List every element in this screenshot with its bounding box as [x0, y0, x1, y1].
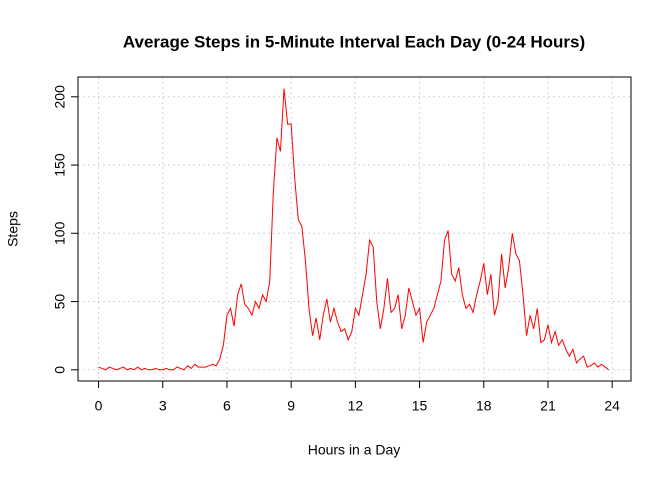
x-tick-label: 21: [540, 398, 556, 414]
x-tick-label: 9: [287, 398, 295, 414]
x-tick-label: 6: [223, 398, 231, 414]
data-line: [98, 88, 609, 371]
y-axis-label: Steps: [5, 211, 21, 247]
plot-frame: [77, 76, 632, 382]
x-tick-label: 15: [412, 398, 428, 414]
chart-title: Average Steps in 5-Minute Interval Each …: [123, 32, 585, 51]
x-tick-label: 12: [348, 398, 364, 414]
x-tick-label: 0: [95, 398, 103, 414]
y-tick-label: 50: [52, 294, 68, 310]
y-tick-label: 100: [52, 221, 68, 245]
x-tick-label: 3: [159, 398, 167, 414]
x-tick-label: 24: [604, 398, 620, 414]
y-tick-label: 0: [52, 366, 68, 374]
x-axis-label: Hours in a Day: [308, 442, 401, 458]
y-tick-label: 150: [52, 153, 68, 177]
x-tick-label: 18: [476, 398, 492, 414]
y-tick-label: 200: [52, 85, 68, 109]
